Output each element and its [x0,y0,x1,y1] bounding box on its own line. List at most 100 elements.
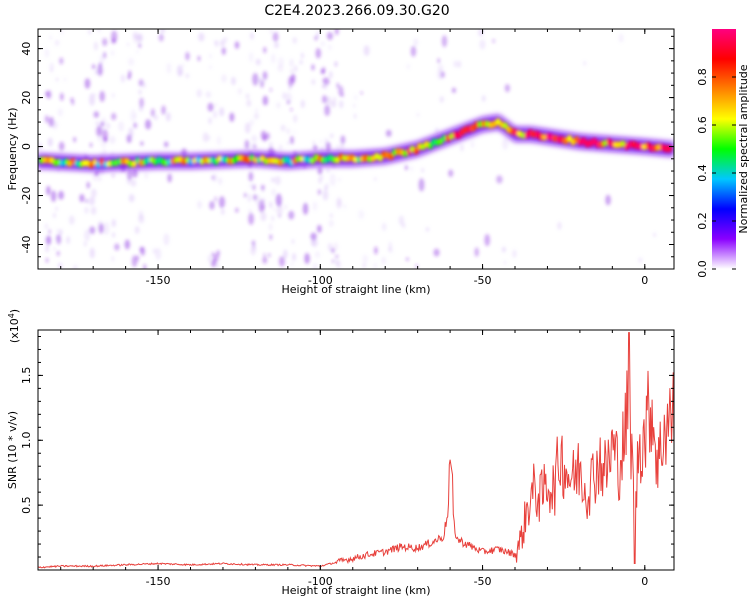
noise-speckle [109,135,116,144]
noise-speckle [263,46,267,54]
noise-speckle [52,212,57,219]
noise-speckle [333,242,339,251]
noise-speckle [89,93,95,106]
noise-speckle [211,252,215,257]
colorbar-ticks: 0.0 0.2 0.4 0.6 0.8 [696,68,736,278]
noise-speckle [275,193,282,207]
noise-speckle [79,194,85,203]
snr-background [38,330,674,570]
noise-speckle [112,174,115,178]
noise-speckle [320,145,324,153]
noise-speckle [453,60,458,68]
noise-speckle [268,141,274,149]
noise-speckle [134,226,140,234]
noise-speckle [212,174,218,182]
noise-speckle [196,89,203,98]
noise-speckle [49,62,54,72]
noise-speckle [166,62,172,74]
ridge-peak [182,159,186,163]
noise-speckle [252,143,257,150]
noise-speckle [470,140,475,148]
noise-speckle [112,232,116,238]
noise-speckle [208,117,212,125]
noise-speckle [250,245,256,256]
noise-speckle [85,198,88,204]
noise-speckle [271,188,276,197]
noise-speckle [221,47,226,55]
colorbar-tick-label: 0.0 [696,260,709,278]
noise-speckle [254,108,259,113]
noise-speckle [89,142,93,148]
noise-speckle [88,29,92,35]
noise-speckle [293,65,298,73]
noise-speckle [219,107,225,117]
noise-speckle [300,52,304,59]
noise-speckle [334,29,339,35]
noise-speckle [270,53,276,64]
ridge-peak [243,157,247,161]
noise-speckle [207,254,212,263]
noise-speckle [102,38,108,47]
noise-speckle [145,119,152,130]
noise-speckle [111,93,115,98]
ridge-peak [535,132,539,137]
y-tick-label: 1.5 [20,367,33,385]
noise-speckle [136,50,139,54]
noise-speckle [293,114,298,123]
noise-speckle [234,41,240,49]
noise-speckle [314,251,321,259]
noise-speckle [118,121,125,132]
noise-speckle [381,256,386,265]
ridge-peak [139,161,143,165]
ridge-peak [610,142,614,146]
y-tick-label: 0 [20,143,33,150]
noise-speckle [101,129,109,142]
noise-speckle [286,140,290,146]
noise-speckle [91,188,97,198]
noise-speckle [211,175,214,180]
spectrogram-frame [37,28,675,270]
noise-speckle [268,201,273,209]
snr-series-line [38,332,674,569]
noise-speckle [120,74,126,83]
noise-speckle [97,29,101,33]
noise-speckle [128,127,134,139]
noise-speckle [45,257,49,263]
noise-speckle [324,104,330,112]
noise-speckle [210,260,217,268]
noise-speckle [330,100,337,108]
ridge-peak [625,144,629,148]
noise-speckle [251,134,258,143]
ridge-peak [446,136,450,140]
noise-speckle [58,229,63,236]
noise-speckle [605,194,611,206]
ridge-peak [607,140,611,144]
ridge-peak [396,150,400,154]
noise-speckle [207,102,214,112]
noise-speckle [406,63,411,70]
noise-speckle [254,113,259,120]
noise-speckle [59,238,62,243]
ridge-peak [364,156,368,160]
ridge-peak [560,138,564,142]
noise-speckle [216,135,222,146]
noise-speckle [457,60,462,68]
ridge-peak [71,159,75,164]
noise-speckle [153,114,159,121]
noise-speckle [474,247,479,257]
noise-speckle [63,77,67,82]
ridge-peak [100,160,104,164]
noise-speckle [274,175,281,186]
noise-speckle [504,84,511,93]
noise-speckle [215,262,220,269]
noise-speckle [248,171,254,182]
noise-speckle [413,38,419,47]
ridge-peak [453,133,457,137]
noise-speckle [47,137,53,147]
noise-speckle [248,183,254,189]
noise-speckle [209,54,212,58]
snr-panel: -150 -100 -50 0 0.5 1.0 1.5 Height of straigh… [6,309,675,597]
noise-speckle [437,58,440,64]
noise-speckle [90,206,97,215]
noise-speckle [73,264,78,269]
